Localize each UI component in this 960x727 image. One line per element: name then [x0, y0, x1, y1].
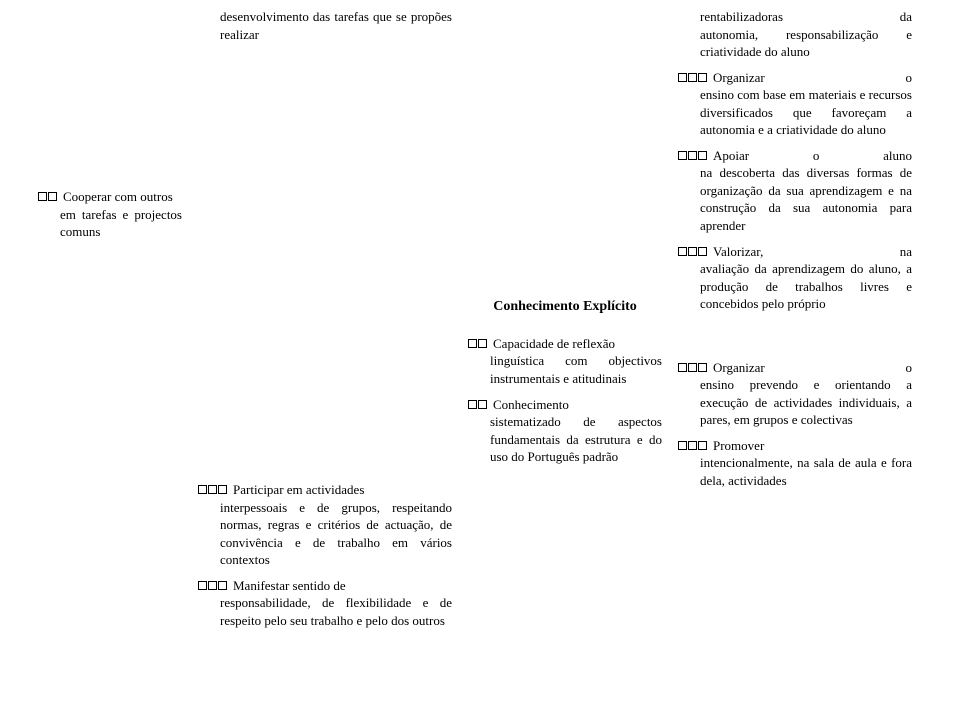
- column-1: Cooperar com outros em tarefas e project…: [30, 8, 190, 637]
- col4-item6-cont: intencionalmente, na sala de aula e fora…: [678, 454, 912, 489]
- column-3: Conhecimento Explícito Capacidade de ref…: [460, 8, 670, 637]
- col4-item3: Apoiar o aluno: [678, 147, 912, 165]
- text: Apoiar o aluno: [713, 148, 912, 163]
- spacer: [468, 8, 662, 298]
- col4-item4: Valorizar, na: [678, 243, 912, 261]
- col4-item6: Promover: [678, 437, 912, 455]
- col4-p1b: autonomia, responsabilização e criativid…: [678, 26, 912, 61]
- col2-item2: Participar em actividades: [198, 481, 452, 499]
- text: Organizar o: [713, 360, 912, 375]
- col3-heading: Conhecimento Explícito: [468, 298, 662, 317]
- col4-item2-cont: ensino com base em materiais e recursos …: [678, 86, 912, 139]
- checkbox-group-icon: [678, 360, 713, 375]
- col1-item1: Cooperar com outros: [38, 188, 182, 206]
- column-2: desenvolvimento das tarefas que se propõ…: [190, 8, 460, 637]
- spacer: [678, 321, 912, 359]
- column-4: rentabilizadoras da autonomia, responsab…: [670, 8, 920, 637]
- checkbox-group-icon: [678, 438, 713, 453]
- page: Cooperar com outros em tarefas e project…: [0, 0, 960, 637]
- spacer: [198, 51, 452, 481]
- col3-item1: Capacidade de reflexão: [468, 335, 662, 353]
- checkbox-group-icon: [198, 482, 233, 497]
- text: Cooperar com outros: [63, 189, 173, 204]
- text: Conhecimento: [493, 397, 569, 412]
- col2-top: desenvolvimento das tarefas que se propõ…: [198, 8, 452, 43]
- spacer: [38, 8, 182, 188]
- text: Capacidade de reflexão: [493, 336, 615, 351]
- text: Promover: [713, 438, 764, 453]
- col2-item3: Manifestar sentido de: [198, 577, 452, 595]
- col4-item4-cont: avaliação da aprendizagem do aluno, a pr…: [678, 260, 912, 313]
- checkbox-group-icon: [678, 244, 713, 259]
- checkbox-group-icon: [678, 148, 713, 163]
- spacer: [468, 325, 662, 335]
- checkbox-group-icon: [198, 578, 233, 593]
- text: Organizar o: [713, 70, 912, 85]
- col4-item5-cont: ensino prevendo e orientando a execução …: [678, 376, 912, 429]
- col1-item1-cont: em tarefas e projectos comuns: [38, 206, 182, 241]
- checkbox-group-icon: [678, 70, 713, 85]
- text: Participar em actividades: [233, 482, 364, 497]
- text: Valorizar, na: [713, 244, 912, 259]
- col3-item1-cont: linguística com objectivos instrumentais…: [468, 352, 662, 387]
- col3-item2-cont: sistematizado de aspectos fundamentais d…: [468, 413, 662, 466]
- col4-item3-cont: na descoberta das diversas formas de org…: [678, 164, 912, 234]
- col2-item3-cont: responsabilidade, de flexibilidade e de …: [198, 594, 452, 629]
- col4-item2: Organizar o: [678, 69, 912, 87]
- checkbox-group-icon: [38, 189, 63, 204]
- col4-p1a: rentabilizadoras da: [678, 8, 912, 26]
- text: Manifestar sentido de: [233, 578, 346, 593]
- col3-item2: Conhecimento: [468, 396, 662, 414]
- checkbox-group-icon: [468, 336, 493, 351]
- col2-item2-cont: interpessoais e de grupos, respeitando n…: [198, 499, 452, 569]
- col4-item5: Organizar o: [678, 359, 912, 377]
- checkbox-group-icon: [468, 397, 493, 412]
